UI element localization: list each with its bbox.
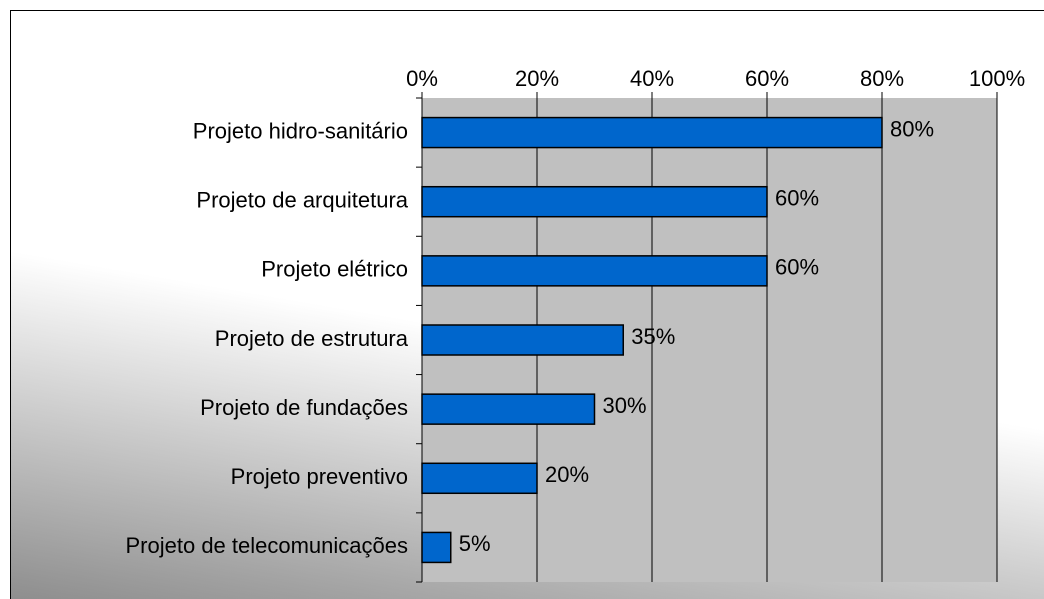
data-label: 60% bbox=[775, 255, 819, 280]
data-label: 35% bbox=[631, 324, 675, 349]
bar bbox=[421, 116, 883, 149]
bar bbox=[421, 185, 768, 218]
y-tick-label: Projeto preventivo bbox=[231, 464, 408, 489]
bar bbox=[421, 462, 538, 495]
y-tick-label: Projeto elétrico bbox=[261, 257, 408, 282]
y-tick-label: Projeto hidro-sanitário bbox=[193, 118, 408, 143]
x-tick-label: 80% bbox=[860, 66, 904, 91]
data-label: 30% bbox=[603, 393, 647, 418]
y-tick-label: Projeto de arquitetura bbox=[196, 188, 408, 213]
x-tick-label: 60% bbox=[745, 66, 789, 91]
data-label: 80% bbox=[890, 116, 934, 141]
x-tick-label: 20% bbox=[515, 66, 559, 91]
bar bbox=[421, 324, 624, 356]
x-tick-label: 100% bbox=[969, 66, 1025, 91]
x-tick-label: 40% bbox=[630, 66, 674, 91]
y-tick-label: Projeto de telecomunicações bbox=[126, 533, 409, 558]
x-tick-label: 0% bbox=[406, 66, 438, 91]
y-tick-label: Projeto de fundações bbox=[200, 395, 408, 420]
bar bbox=[421, 531, 452, 564]
y-tick-label: Projeto de estrutura bbox=[215, 326, 409, 351]
data-label: 5% bbox=[459, 531, 491, 556]
bar bbox=[421, 255, 768, 287]
data-label: 20% bbox=[545, 462, 589, 487]
data-label: 60% bbox=[775, 186, 819, 211]
bar bbox=[421, 393, 596, 425]
